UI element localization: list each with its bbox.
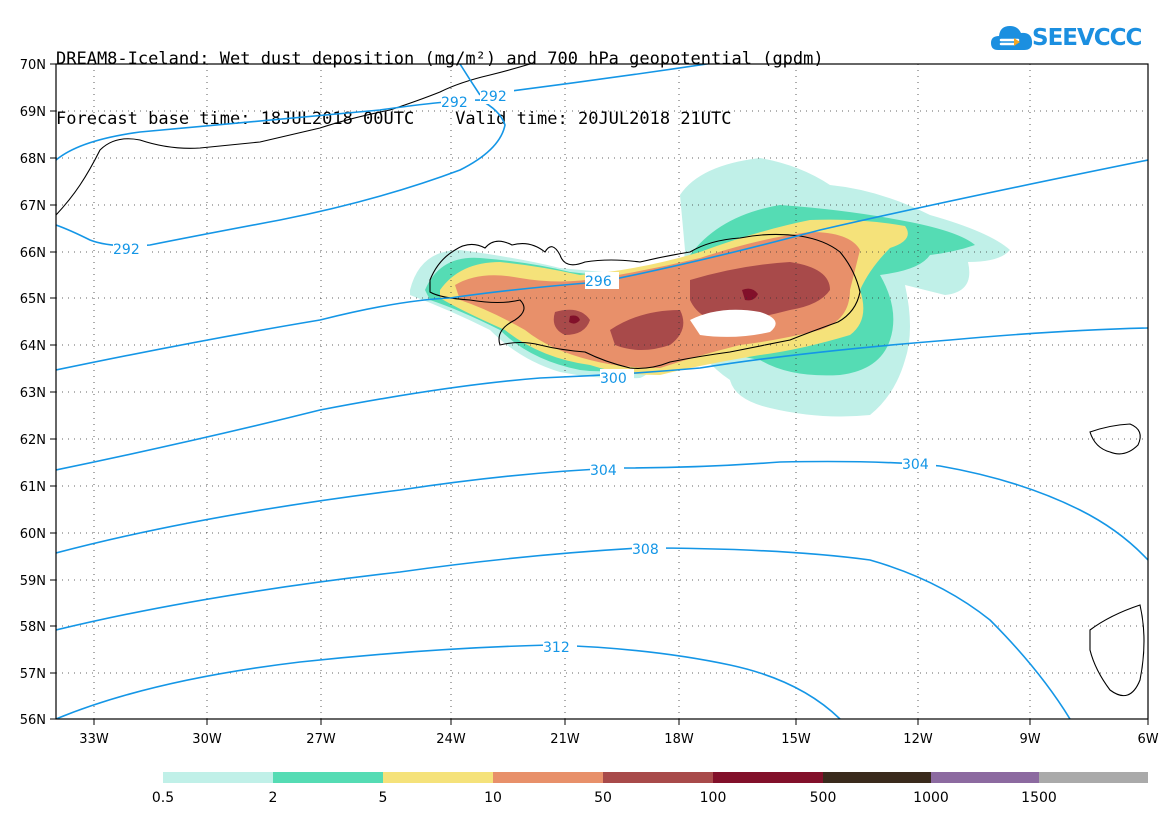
contour-308 xyxy=(56,547,1071,719)
colorbar-label: 500 xyxy=(810,790,837,806)
colorbar-swatch xyxy=(823,772,931,783)
contour-labels: 292 292 292 296 300 304 304 308 312 xyxy=(113,87,936,656)
map-frame xyxy=(55,63,1149,720)
gridlines xyxy=(56,64,1148,719)
colorbar-swatch xyxy=(163,772,273,783)
lat-label: 58N xyxy=(20,620,46,635)
colorbar-swatch xyxy=(493,772,603,783)
contour-296 xyxy=(56,159,1148,371)
contour-label: 304 xyxy=(902,457,929,473)
latitude-labels: 70N 69N 68N 67N 66N 65N 64N 63N 62N 61N … xyxy=(20,58,46,728)
contour-292-top xyxy=(479,64,713,96)
cloud-icon xyxy=(991,26,1033,50)
lon-label: 15W xyxy=(781,732,811,747)
longitude-labels: 33W 30W 27W 24W 21W 18W 15W 12W 9W 6W xyxy=(79,732,1158,747)
seevccc-logo: SEEVCCC xyxy=(990,20,1142,56)
contour-304 xyxy=(56,460,1148,561)
colorbar-label: 0.5 xyxy=(152,790,174,806)
colorbar-label: 1500 xyxy=(1021,790,1057,806)
lon-label: 21W xyxy=(550,732,580,747)
lon-label: 6W xyxy=(1137,732,1158,747)
greenland-coastline xyxy=(56,64,531,216)
contour-label: 300 xyxy=(600,371,627,387)
contour-312 xyxy=(56,644,841,719)
coastlines xyxy=(56,64,1145,697)
colorbar-swatch xyxy=(603,772,713,783)
colorbar-swatch xyxy=(1039,772,1148,783)
iceland-coastline xyxy=(429,233,861,369)
contour-label: 292 xyxy=(113,242,140,258)
lat-label: 64N xyxy=(20,339,46,354)
colorbar-label: 50 xyxy=(594,790,612,806)
map-plot-area: 292 292 292 296 300 304 304 308 312 xyxy=(56,64,1148,719)
contour-label: 312 xyxy=(543,640,570,656)
lat-label: 68N xyxy=(20,152,46,167)
lat-label: 67N xyxy=(20,199,46,214)
contour-292-north xyxy=(56,99,506,247)
lon-label: 27W xyxy=(306,732,336,747)
lon-label: 33W xyxy=(79,732,109,747)
colorbar-swatch xyxy=(713,772,823,783)
faroe-coastline xyxy=(1089,423,1141,455)
deposition-50-100 xyxy=(553,262,830,350)
lon-label: 18W xyxy=(664,732,694,747)
colorbar-label: 5 xyxy=(379,790,388,806)
colorbar-label: 2 xyxy=(269,790,278,806)
logo-text: SEEVCCC xyxy=(1032,25,1142,51)
lat-label: 66N xyxy=(20,246,46,261)
colorbar-label: 100 xyxy=(700,790,727,806)
colorbar-swatch xyxy=(273,772,383,783)
lat-label: 60N xyxy=(20,527,46,542)
lat-label: 65N xyxy=(20,292,46,307)
longitude-axis xyxy=(93,719,1149,725)
contour-label: 304 xyxy=(590,463,617,479)
lat-label: 57N xyxy=(20,667,46,682)
title-line-2: Forecast base time: 18JUL2018 00UTC Vali… xyxy=(56,109,732,129)
dust-deposition-shading xyxy=(410,158,1010,417)
contour-label: 292 xyxy=(480,89,507,105)
lon-label: 9W xyxy=(1019,732,1040,747)
colorbar-label: 1000 xyxy=(913,790,949,806)
colorbar-swatch xyxy=(383,772,493,783)
contour-292-greenland xyxy=(459,64,481,96)
colorbar-swatch xyxy=(931,772,1039,783)
lat-label: 69N xyxy=(20,105,46,120)
geopotential-contours xyxy=(56,64,1148,719)
lat-label: 70N xyxy=(20,58,46,73)
contour-label: 292 xyxy=(441,95,468,111)
lat-label: 62N xyxy=(20,433,46,448)
colorbar-labels: 0.5 2 5 10 50 100 500 1000 1500 xyxy=(152,790,1057,806)
colorbar-label: 10 xyxy=(484,790,502,806)
lat-label: 56N xyxy=(20,713,46,728)
colorbar xyxy=(163,772,1148,783)
scotland-coastline xyxy=(1089,604,1145,697)
lon-label: 30W xyxy=(192,732,222,747)
contour-label: 296 xyxy=(585,274,612,290)
glacier-gap xyxy=(690,309,776,337)
lat-label: 59N xyxy=(20,574,46,589)
latitude-axis xyxy=(50,63,56,720)
lat-label: 63N xyxy=(20,386,46,401)
lon-label: 24W xyxy=(436,732,466,747)
lon-label: 12W xyxy=(903,732,933,747)
lat-label: 61N xyxy=(20,480,46,495)
contour-label: 308 xyxy=(632,542,659,558)
